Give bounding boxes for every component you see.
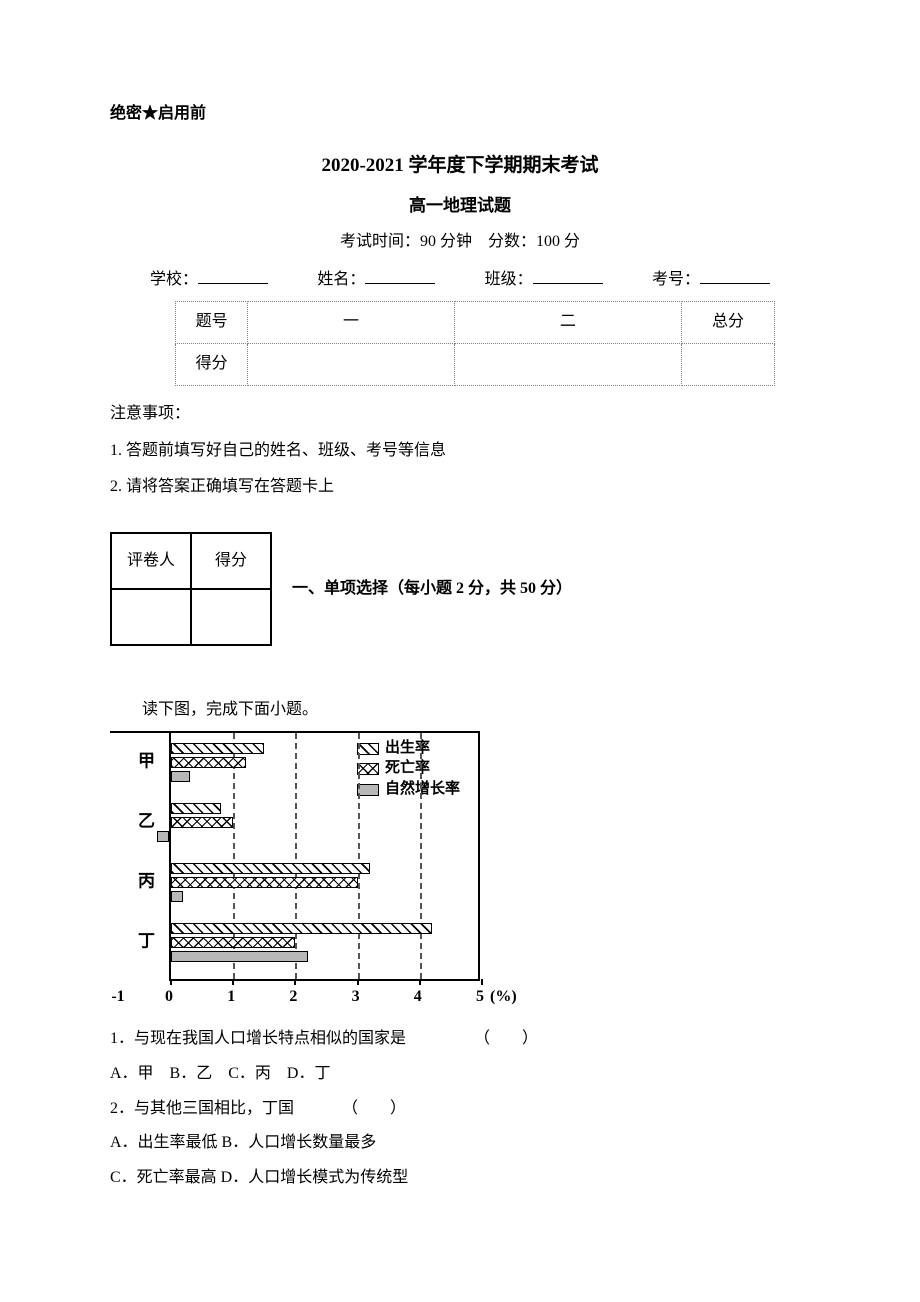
blank-class[interactable] — [533, 267, 603, 285]
grader-cell-person: 评卷人 — [111, 533, 191, 589]
blank-school[interactable] — [198, 267, 268, 285]
cell-blank[interactable] — [454, 343, 681, 385]
grader-cell-score: 得分 — [191, 533, 271, 589]
section-header-row: 评卷人 得分 一、单项选择（每小题 2 分，共 50 分） — [110, 532, 810, 646]
y-axis-label: 丙 — [138, 867, 155, 898]
bar-birth — [171, 743, 264, 754]
grader-blank[interactable] — [191, 589, 271, 645]
blank-name[interactable] — [365, 267, 435, 285]
x-tick-label: 4 — [414, 983, 422, 1012]
exam-meta: 考试时间：90 分钟 分数：100 分 — [110, 228, 810, 257]
x-axis-unit: (%) — [490, 983, 517, 1012]
section-1-title: 一、单项选择（每小题 2 分，共 50 分） — [292, 575, 572, 604]
legend-swatch-birth — [357, 743, 379, 755]
q2-paren[interactable]: （ ） — [342, 1100, 406, 1117]
legend-swatch-nat — [357, 784, 379, 796]
q2-text: 2．与其他三国相比，丁国 — [110, 1100, 294, 1117]
q1-options[interactable]: A．甲 B．乙 C．丙 D．丁 — [110, 1060, 810, 1089]
exam-title-year: 2020-2021 学年度下学期期末考试 — [110, 149, 810, 183]
bar-death — [171, 877, 358, 888]
notes-heading: 注意事项： — [110, 400, 810, 429]
y-axis-label: 丁 — [138, 927, 155, 958]
x-tick-label: 5 — [476, 983, 484, 1012]
note-1: 1. 答题前填写好自己的姓名、班级、考号等信息 — [110, 437, 810, 466]
bar-death — [171, 937, 295, 948]
q1-paren[interactable]: （ ） — [474, 1030, 538, 1047]
bar-death — [171, 817, 233, 828]
q2-options-cd[interactable]: C．死亡率最高 D．人口增长模式为传统型 — [110, 1164, 810, 1193]
bar-birth — [171, 803, 221, 814]
table-row: 得分 — [176, 343, 775, 385]
notes-block: 注意事项： 1. 答题前填写好自己的姓名、班级、考号等信息 2. 请将答案正确填… — [110, 400, 810, 502]
x-tick-label: -1 — [111, 983, 124, 1012]
cell-sec1: 一 — [248, 302, 455, 344]
label-school: 学校： — [150, 271, 198, 288]
cell-qno-label: 题号 — [176, 302, 248, 344]
label-examno: 考号： — [652, 271, 700, 288]
blank-examno[interactable] — [700, 267, 770, 285]
bar-birth — [171, 923, 432, 934]
cell-total: 总分 — [682, 302, 775, 344]
legend-label-death: 死亡率 — [385, 759, 430, 779]
q2-stem: 2．与其他三国相比，丁国 （ ） — [110, 1095, 810, 1124]
grader-table: 评卷人 得分 — [110, 532, 272, 646]
legend-label-nat: 自然增长率 — [385, 780, 460, 800]
label-class: 班级： — [485, 271, 533, 288]
cell-blank[interactable] — [682, 343, 775, 385]
q2-options-ab[interactable]: A．出生率最低 B．人口增长数量最多 — [110, 1129, 810, 1158]
bar-nat — [157, 831, 169, 842]
cell-score-label: 得分 — [176, 343, 248, 385]
x-tick-label: 3 — [352, 983, 360, 1012]
exam-subject-title: 高一地理试题 — [110, 191, 810, 222]
population-chart: 出生率 死亡率 自然增长率 甲乙丙丁 -1 0 1 2 3 4 5(%) — [110, 731, 810, 1011]
legend-swatch-death — [357, 763, 379, 775]
confidential-label: 绝密★启用前 — [110, 100, 810, 129]
student-info-blanks: 学校： 姓名： 班级： 考号： — [150, 266, 770, 295]
q1-stem: 1．与现在我国人口增长特点相似的国家是 （ ） — [110, 1025, 810, 1054]
grader-blank[interactable] — [111, 589, 191, 645]
bar-birth — [171, 863, 370, 874]
cell-blank[interactable] — [248, 343, 455, 385]
table-row: 题号 一 二 总分 — [176, 302, 775, 344]
bar-death — [171, 757, 246, 768]
cell-sec2: 二 — [454, 302, 681, 344]
question-intro: 读下图，完成下面小题。 — [110, 696, 810, 725]
bar-nat — [171, 951, 308, 962]
x-tick-label: 1 — [227, 983, 235, 1012]
note-2: 2. 请将答案正确填写在答题卡上 — [110, 473, 810, 502]
legend-label-birth: 出生率 — [385, 739, 430, 759]
label-name: 姓名： — [317, 271, 365, 288]
x-tick-label: 2 — [289, 983, 297, 1012]
y-axis-label: 乙 — [138, 807, 155, 838]
x-tick-label: 0 — [165, 983, 173, 1012]
q1-text: 1．与现在我国人口增长特点相似的国家是 — [110, 1030, 406, 1047]
chart-legend: 出生率 死亡率 自然增长率 — [357, 739, 460, 801]
bar-nat — [171, 771, 190, 782]
bar-nat — [171, 891, 183, 902]
score-table: 题号 一 二 总分 得分 — [175, 301, 775, 386]
y-axis-label: 甲 — [138, 747, 155, 778]
